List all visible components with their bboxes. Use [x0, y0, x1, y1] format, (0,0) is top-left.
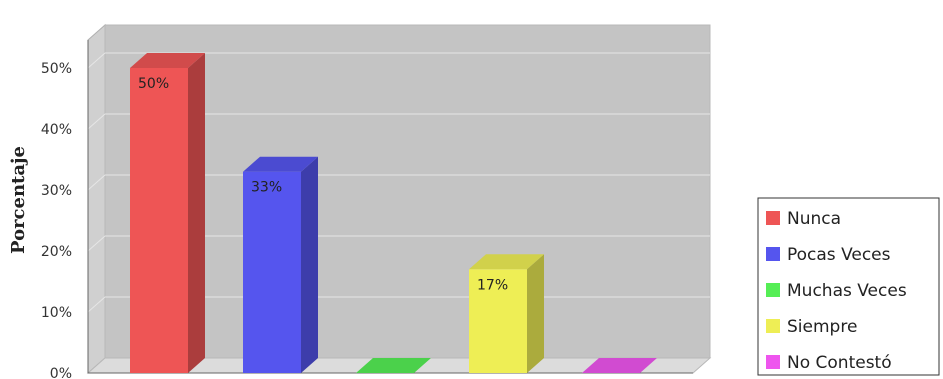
gridline-diagonal	[87, 113, 106, 130]
legend-label: Pocas Veces	[787, 245, 891, 265]
data-label: 17%	[477, 277, 508, 293]
gridline-diagonal	[87, 52, 106, 69]
legend-swatch	[766, 319, 780, 333]
bar	[130, 53, 205, 373]
bar	[356, 358, 431, 373]
bar-side	[527, 254, 544, 373]
bar-top	[356, 358, 431, 373]
legend-label: Muchas Veces	[787, 281, 907, 301]
legend-swatch	[766, 283, 780, 297]
legend-swatch	[766, 247, 780, 261]
y-tick-label: 10%	[41, 305, 72, 321]
legend-swatch	[766, 355, 780, 369]
gridline-diagonal	[87, 174, 106, 191]
legend-swatch	[766, 211, 780, 225]
bar	[582, 358, 657, 373]
legend: Nunca Pocas Veces Muchas Veces Siempre No Co…	[757, 197, 940, 376]
bar	[243, 156, 318, 373]
bar-front	[469, 269, 527, 373]
legend-label: Siempre	[787, 317, 857, 337]
y-tick-label: 20%	[41, 244, 72, 260]
bar-top	[243, 156, 318, 172]
bars: 50% 33% 17%	[130, 53, 657, 373]
plot-left-wall	[87, 23, 106, 375]
y-axis-label: Porcentaje	[8, 146, 29, 254]
y-tick-labels: 0% 10% 20% 30% 40% 50%	[41, 61, 72, 379]
bar-top	[582, 358, 657, 373]
bar-top	[130, 53, 205, 68]
data-label: 50%	[138, 76, 169, 92]
bar-front	[130, 68, 188, 373]
legend-box	[757, 197, 940, 376]
bar-top	[469, 254, 544, 270]
legend-label: No Contestó	[787, 353, 892, 373]
gridlines	[87, 52, 710, 313]
gridline-diagonal	[87, 235, 106, 252]
y-tick-label: 50%	[41, 61, 72, 77]
legend-label: Nunca	[787, 209, 841, 229]
bar-front	[243, 171, 301, 373]
gridline-diagonal	[87, 296, 106, 313]
data-label: 33%	[251, 180, 282, 196]
bar-side	[301, 156, 318, 373]
y-tick-label: 0%	[50, 366, 72, 379]
bar	[469, 254, 544, 373]
y-tick-label: 40%	[41, 122, 72, 138]
bar-side	[188, 53, 205, 373]
y-tick-label: 30%	[41, 183, 72, 199]
